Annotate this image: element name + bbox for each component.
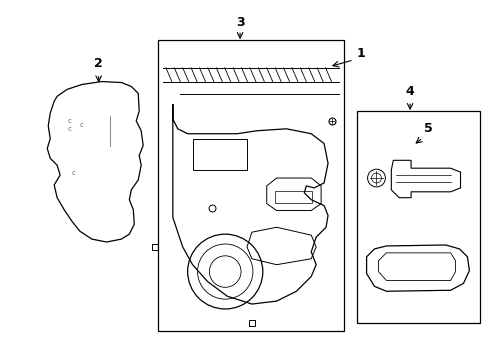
Bar — [158, 40, 343, 330]
Text: 5: 5 — [423, 122, 431, 135]
Text: c: c — [72, 170, 76, 176]
Bar — [274, 191, 311, 203]
Text: 1: 1 — [356, 48, 365, 60]
Text: 3: 3 — [235, 16, 244, 29]
Text: c: c — [68, 126, 72, 132]
Bar — [192, 139, 246, 170]
Text: 2: 2 — [94, 57, 103, 70]
Text: c: c — [68, 118, 72, 124]
Text: 4: 4 — [405, 85, 414, 98]
Bar — [356, 111, 479, 323]
Text: c: c — [80, 122, 83, 128]
